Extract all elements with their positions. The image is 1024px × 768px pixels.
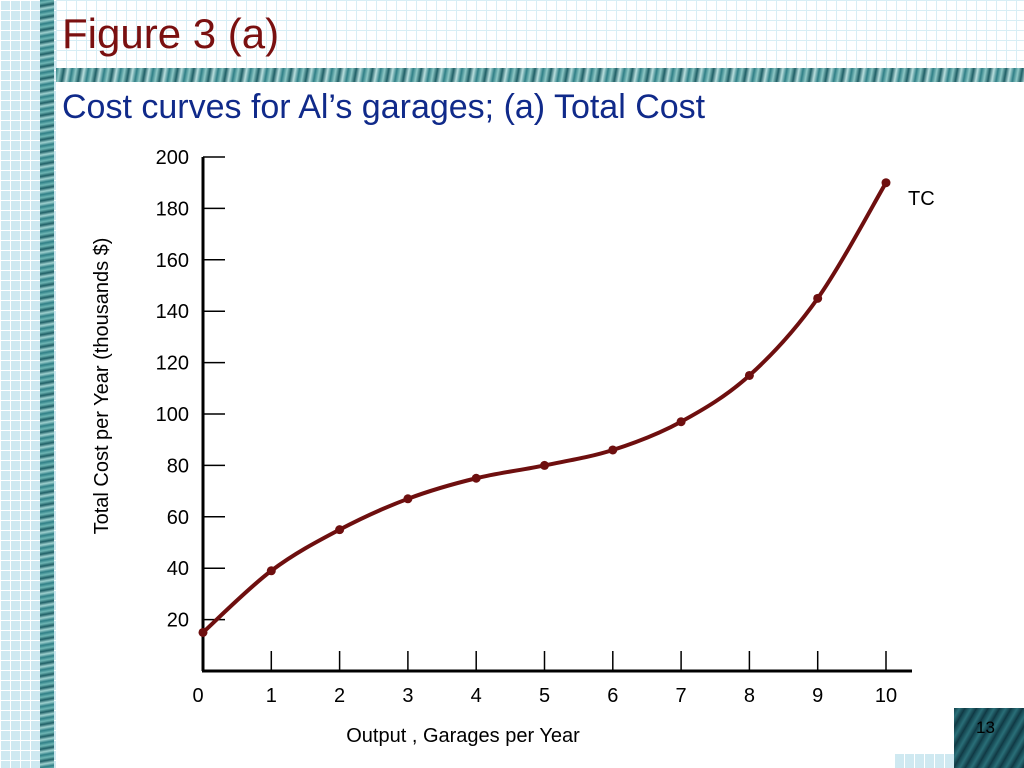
title-divider-band xyxy=(56,68,1024,82)
tc-data-point xyxy=(471,473,481,483)
chart-ticks: 20 40 60 80 100 120 140 160 180 200 0 1 2 3 4 5 6 7 8 9 10 xyxy=(156,147,898,707)
corner-grid-strip xyxy=(894,754,954,768)
series-label-tc: TC xyxy=(908,188,935,210)
y-tick-label: 140 xyxy=(156,301,189,323)
top-grid-background xyxy=(56,0,1024,68)
y-tick-label: 200 xyxy=(156,147,189,169)
x-tick-label: 1 xyxy=(266,685,277,707)
x-tick-label: 10 xyxy=(875,685,897,707)
tc-data-point xyxy=(608,445,618,455)
y-tick-label: 20 xyxy=(167,610,189,632)
left-texture-band xyxy=(40,0,54,768)
tc-data-point xyxy=(540,460,549,470)
y-tick-label: 100 xyxy=(156,404,189,426)
corner-texture-block xyxy=(954,708,1024,768)
tc-data-point xyxy=(744,370,754,380)
y-axis-label: Total Cost per Year (thousands $) xyxy=(91,238,113,535)
tc-data-point xyxy=(198,627,208,637)
y-tick-label: 40 xyxy=(167,558,189,580)
tc-data-point xyxy=(266,566,276,576)
x-tick-label: 4 xyxy=(471,685,482,707)
tc-data-point xyxy=(676,417,686,427)
x-axis-label: Output , Garages per Year xyxy=(346,725,580,747)
x-tick-label: 8 xyxy=(744,685,755,707)
tc-data-point xyxy=(813,293,823,303)
chart-axes xyxy=(201,157,912,673)
tc-data-point xyxy=(403,494,413,504)
x-tick-label: 3 xyxy=(402,685,413,707)
chart-series xyxy=(198,178,891,637)
tc-curve xyxy=(201,180,888,635)
page-number: 13 xyxy=(976,718,995,737)
y-tick-label: 60 xyxy=(167,507,189,529)
y-tick-label: 160 xyxy=(156,250,189,272)
tc-data-point xyxy=(881,178,891,188)
x-tick-label: 6 xyxy=(607,685,618,707)
slide-subtitle: Cost curves for Al’s garages; (a) Total … xyxy=(62,88,706,126)
tc-data-point xyxy=(335,525,345,535)
x-tick-label: 2 xyxy=(334,685,345,707)
x-tick-label: 0 xyxy=(192,685,203,707)
x-tick-label: 7 xyxy=(676,685,687,707)
x-tick-label: 5 xyxy=(539,685,550,707)
y-tick-label: 80 xyxy=(167,455,189,477)
x-tick-label: 9 xyxy=(812,685,823,707)
y-tick-label: 120 xyxy=(156,353,189,375)
slide-title: Figure 3 (a) xyxy=(62,10,280,57)
y-tick-label: 180 xyxy=(156,198,189,220)
